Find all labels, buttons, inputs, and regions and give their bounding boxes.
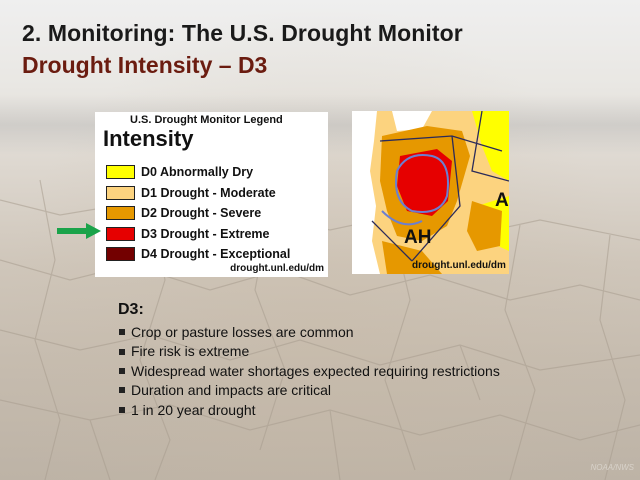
bullet-item: Fire risk is extreme — [118, 342, 500, 361]
slide-subtitle: Drought Intensity – D3 — [22, 52, 268, 78]
legend-item: D2 Drought - Severe — [106, 203, 290, 224]
legend-url: drought.unl.edu/dm — [230, 263, 324, 274]
legend-swatch — [106, 185, 135, 200]
highlight-arrow-icon — [57, 223, 101, 239]
d3-heading: D3: — [118, 301, 144, 318]
bullet-text: 1 in 20 year drought — [131, 401, 256, 418]
legend-item-label: D3 Drought - Extreme — [141, 226, 270, 241]
legend-swatch — [106, 247, 135, 262]
bullet-marker-icon — [119, 387, 125, 394]
map-label-a: A — [495, 190, 509, 211]
legend-swatch — [106, 206, 135, 221]
bullet-item: Duration and impacts are critical — [118, 381, 500, 400]
bullet-text: Fire risk is extreme — [131, 343, 250, 360]
legend-item-label: D2 Drought - Severe — [141, 206, 262, 221]
drought-map: AH A drought.unl.edu/dm — [352, 111, 509, 274]
bullet-item: Widespread water shortages expected requ… — [118, 362, 500, 381]
bullet-marker-icon — [119, 368, 125, 375]
bullet-text: Crop or pasture losses are common — [131, 324, 354, 340]
legend-item-label: D4 Drought - Exceptional — [141, 247, 291, 262]
legend-swatch — [106, 226, 135, 241]
map-url: drought.unl.edu/dm — [412, 260, 506, 271]
legend-heading: Intensity — [103, 126, 194, 151]
drought-map-image — [352, 111, 509, 274]
bullet-marker-icon — [119, 406, 125, 413]
bullet-marker-icon — [119, 329, 125, 336]
bullet-text: Duration and impacts are critical — [131, 382, 331, 399]
drought-monitor-legend: U.S. Drought Monitor Legend Intensity D0… — [95, 112, 328, 277]
slide-title: 2. Monitoring: The U.S. Drought Monitor — [22, 20, 463, 46]
legend-item: D1 Drought - Moderate — [106, 183, 290, 204]
legend-title: U.S. Drought Monitor Legend — [130, 114, 283, 126]
legend-item: D0 Abnormally Dry — [106, 162, 290, 183]
legend-items: D0 Abnormally Dry D1 Drought - Moderate D2… — [106, 162, 290, 265]
bullet-text: Widespread water shortages expected requ… — [131, 362, 500, 379]
legend-item: D4 Drought - Exceptional — [106, 244, 290, 265]
bullet-item: 1 in 20 year drought — [118, 401, 500, 420]
credit-watermark: NOAA/NWS — [590, 463, 634, 472]
legend-item: D3 Drought - Extreme — [106, 224, 290, 245]
legend-item-label: D0 Abnormally Dry — [141, 165, 254, 180]
legend-item-label: D1 Drought - Moderate — [141, 185, 276, 200]
bullet-item: Crop or pasture losses are common — [118, 323, 500, 342]
legend-swatch — [106, 165, 135, 180]
d3-bullet-list: Crop or pasture losses are common Fire ri… — [118, 323, 500, 420]
bullet-marker-icon — [119, 348, 125, 355]
map-label-ah: AH — [404, 227, 432, 248]
